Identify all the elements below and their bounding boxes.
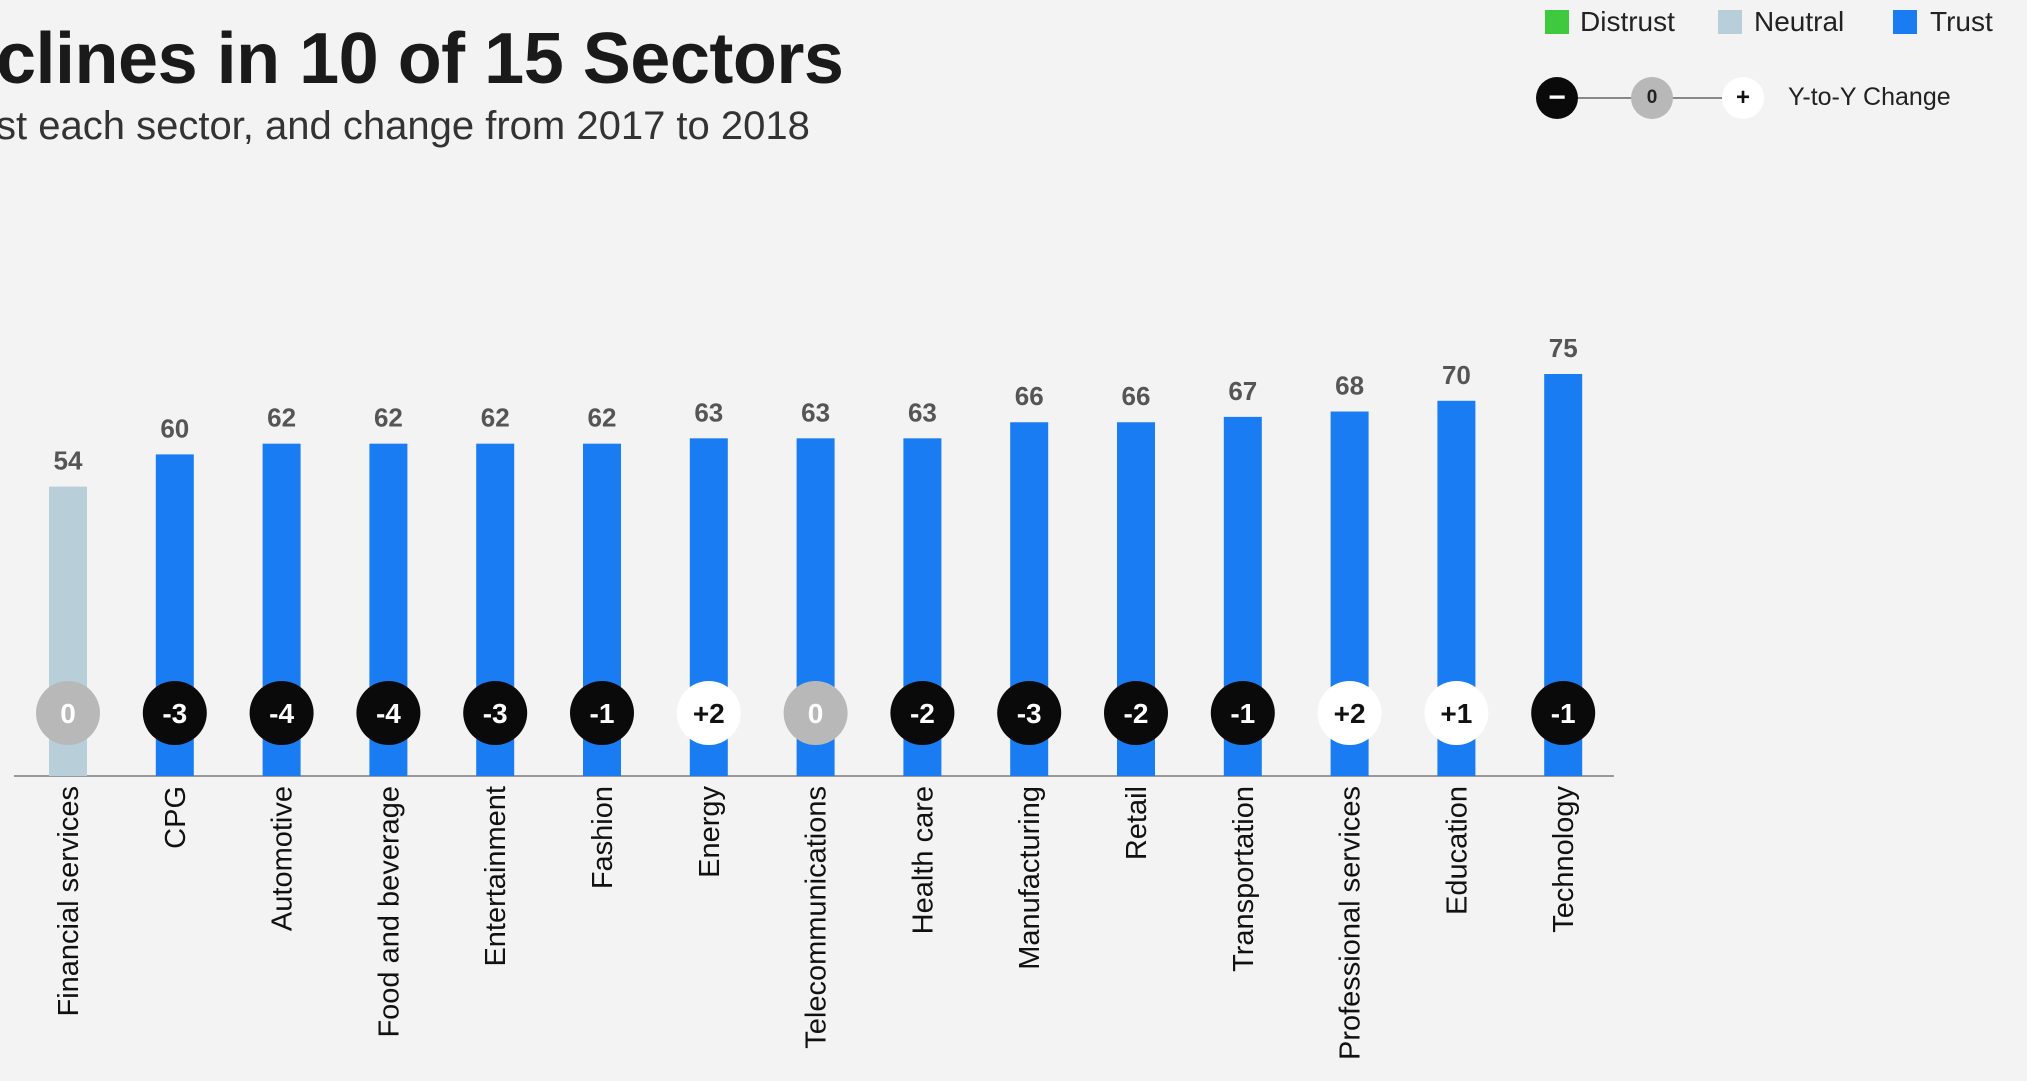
change-label: +1 (1440, 698, 1472, 729)
change-circle (142, 681, 207, 745)
change-circle (36, 681, 100, 745)
category-label: Transportation (1228, 786, 1260, 972)
change-label: +2 (1334, 698, 1366, 729)
bar-value-label: 62 (588, 403, 617, 433)
bar-value-label: 66 (1015, 381, 1044, 411)
change-circle (1424, 681, 1489, 745)
change-label: 0 (60, 698, 76, 729)
bar-value-label: 54 (54, 446, 83, 476)
change-circle (676, 681, 741, 745)
bar-value-label: 63 (801, 397, 830, 427)
change-circle (997, 681, 1062, 745)
bar-value-label: 66 (1122, 381, 1151, 411)
change-label: -1 (1551, 698, 1576, 729)
change-circle (1210, 681, 1275, 745)
change-label: -3 (162, 698, 187, 729)
change-label: -4 (376, 698, 401, 729)
bar-value-label: 68 (1335, 371, 1364, 401)
change-label: -2 (1124, 698, 1149, 729)
category-label: Entertainment (480, 786, 512, 967)
category-label: Education (1441, 786, 1473, 915)
change-label: -4 (269, 698, 294, 729)
bar-value-label: 70 (1442, 360, 1471, 390)
category-label: Telecommunications (801, 786, 833, 1049)
category-label: Manufacturing (1014, 786, 1046, 970)
category-label: Automotive (267, 786, 299, 931)
category-label: Technology (1548, 786, 1580, 933)
change-circle (249, 681, 314, 745)
category-label: Food and beverage (373, 786, 405, 1038)
category-label: Energy (694, 786, 726, 878)
change-label: +2 (693, 698, 725, 729)
category-label: CPG (160, 786, 192, 849)
bar-value-label: 62 (374, 403, 403, 433)
change-circle (1317, 681, 1382, 745)
change-label: -1 (1230, 698, 1255, 729)
change-label: -2 (910, 698, 935, 729)
change-circle (783, 681, 848, 745)
category-label: Fashion (587, 786, 619, 889)
change-label: -3 (483, 698, 508, 729)
chart-title: clines in 10 of 15 Sectors (0, 19, 844, 99)
category-label: Financial services (53, 786, 85, 1016)
change-circle (356, 681, 421, 745)
change-label: -1 (590, 698, 615, 729)
category-label: Professional services (1335, 786, 1367, 1060)
bar-value-label: 63 (908, 397, 937, 427)
bar-value-label: 67 (1228, 376, 1257, 406)
bar-value-label: 63 (694, 397, 723, 427)
change-circle (1531, 681, 1596, 745)
change-label: 0 (808, 698, 824, 729)
bar-value-label: 75 (1549, 333, 1578, 363)
category-label: Health care (907, 786, 939, 934)
chart-subtitle: st each sector, and change from 2017 to … (0, 104, 810, 148)
change-circle (890, 681, 955, 745)
change-circle (1104, 681, 1168, 745)
bar-value-label: 60 (160, 413, 189, 443)
category-label: Retail (1121, 786, 1153, 860)
bar-value-label: 62 (267, 403, 296, 433)
change-circle (570, 681, 634, 745)
change-circle (463, 681, 528, 745)
change-label: -3 (1017, 698, 1042, 729)
bar-value-label: 62 (481, 403, 510, 433)
